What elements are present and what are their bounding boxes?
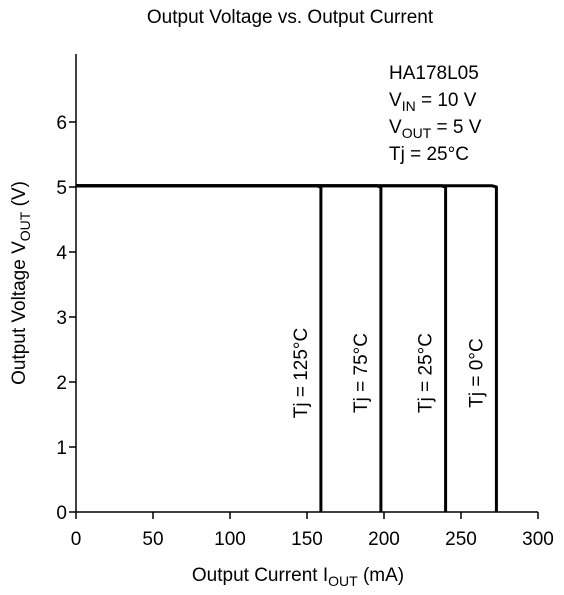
annotation-vout-main: V xyxy=(389,117,402,138)
y-tick-label: 4 xyxy=(56,243,67,264)
y-axis-ticks: 0 1 2 3 4 5 6 xyxy=(56,113,76,524)
chart-title: Output Voltage vs. Output Current xyxy=(147,7,434,28)
x-axis-ticks: 0 50 100 150 200 250 300 xyxy=(71,512,554,550)
annotation-vout: VOUT = 5 V xyxy=(389,117,482,141)
annotation-vin-sub: IN xyxy=(402,98,416,114)
series-label-1: Tj = 125°C xyxy=(291,328,312,419)
x-axis-label-main: Output Current I xyxy=(192,565,328,586)
condition-annotation: HA178L05 VIN = 10 V VOUT = 5 V Tj = 25°C xyxy=(389,63,482,165)
x-tick-label: 250 xyxy=(445,529,477,550)
x-tick-label: 0 xyxy=(71,529,82,550)
x-tick-label: 150 xyxy=(291,529,323,550)
x-tick-label: 50 xyxy=(142,529,163,550)
x-axis-label-sub: OUT xyxy=(328,573,358,589)
y-axis-label-unit: (V) xyxy=(9,181,30,212)
y-axis-label-sub: OUT xyxy=(17,211,33,241)
annotation-vout-sub: OUT xyxy=(402,125,432,141)
y-tick-label: 0 xyxy=(56,503,67,524)
y-tick-label: 5 xyxy=(56,178,67,199)
y-tick-label: 6 xyxy=(56,113,67,134)
annotation-tj: Tj = 25°C xyxy=(389,144,469,165)
series-label-2: Tj = 75°C xyxy=(351,333,372,413)
x-axis-label: Output Current IOUT (mA) xyxy=(192,565,404,589)
series-line-1 xyxy=(76,184,323,512)
y-tick-label: 3 xyxy=(56,308,67,329)
annotation-vout-rest: = 5 V xyxy=(431,117,481,138)
annotation-vin: VIN = 10 V xyxy=(389,90,477,114)
y-axis-label-main: Output Voltage V xyxy=(9,241,30,385)
x-tick-label: 200 xyxy=(368,529,400,550)
series-line-3 xyxy=(76,184,448,512)
annotation-vin-rest: = 10 V xyxy=(416,90,477,111)
series-line-4 xyxy=(76,184,498,512)
series-group: Tj = 125°C Tj = 75°C Tj = 25°C Tj = 0°C xyxy=(76,184,498,512)
x-axis-label-unit: (mA) xyxy=(358,565,404,586)
annotation-vin-main: V xyxy=(389,90,402,111)
annotation-device: HA178L05 xyxy=(389,63,479,84)
series-line-2 xyxy=(76,184,383,512)
x-tick-label: 300 xyxy=(522,529,554,550)
y-axis-label: Output Voltage VOUT (V) xyxy=(9,181,33,385)
series-label-3: Tj = 25°C xyxy=(416,333,437,413)
y-tick-label: 1 xyxy=(56,438,67,459)
series-label-4: Tj = 0°C xyxy=(466,338,487,407)
x-tick-label: 100 xyxy=(214,529,246,550)
y-tick-label: 2 xyxy=(56,373,67,394)
